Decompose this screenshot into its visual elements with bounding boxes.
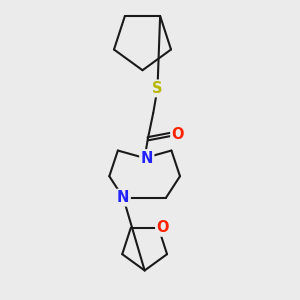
Text: O: O <box>157 220 169 235</box>
Text: N: N <box>141 151 153 166</box>
Text: N: N <box>117 190 129 205</box>
Text: S: S <box>152 81 163 96</box>
Text: O: O <box>172 127 184 142</box>
